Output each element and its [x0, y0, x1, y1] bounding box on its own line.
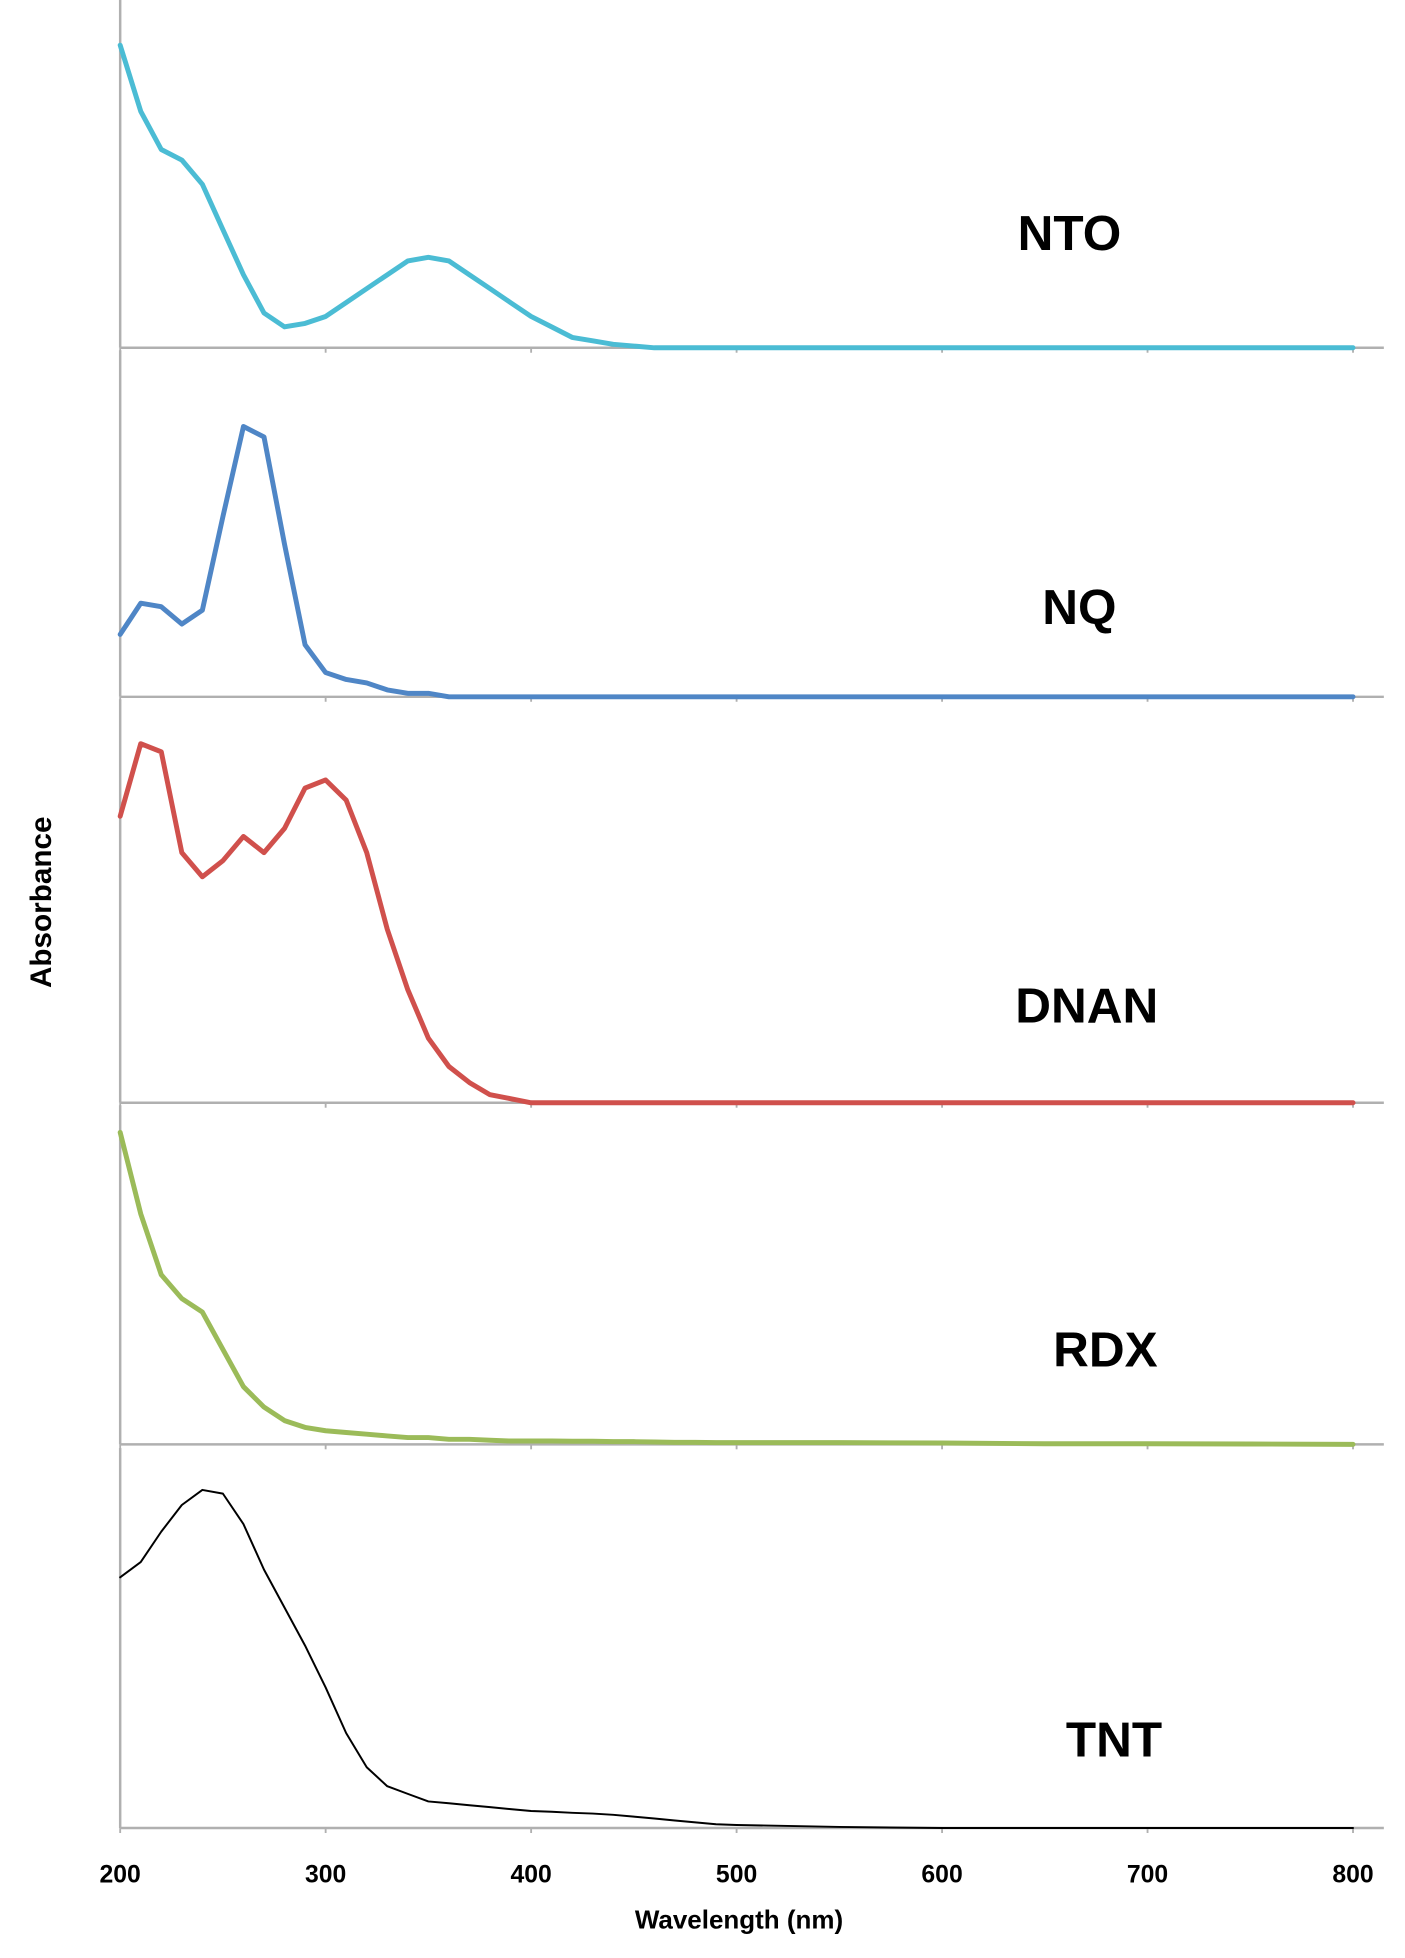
x-tick-label: 700 — [1127, 1862, 1168, 1889]
spectrum-line — [117, 741, 1356, 1106]
x-tick-label: 400 — [510, 1862, 551, 1889]
x-tick-label: 600 — [921, 1862, 962, 1889]
spectrum-line — [117, 424, 1356, 700]
y-axis-label: Absorbance — [25, 816, 58, 988]
series-label: DNAN — [1015, 978, 1158, 1033]
x-tick-label: 200 — [100, 1862, 141, 1889]
series-label: NQ — [1042, 580, 1116, 635]
x-tick-label: 300 — [305, 1862, 346, 1889]
x-tick-label: 800 — [1332, 1862, 1373, 1889]
series-label: TNT — [1066, 1712, 1162, 1767]
x-tick-label: 500 — [716, 1862, 757, 1889]
spectrum-line — [117, 42, 1356, 351]
spectrum-line — [117, 1129, 1356, 1447]
spectrum-line — [119, 1488, 1355, 1830]
x-axis-label: Wavelength (nm) — [635, 1904, 843, 1934]
series-label: RDX — [1053, 1322, 1158, 1377]
series-label: NTO — [1018, 206, 1122, 261]
